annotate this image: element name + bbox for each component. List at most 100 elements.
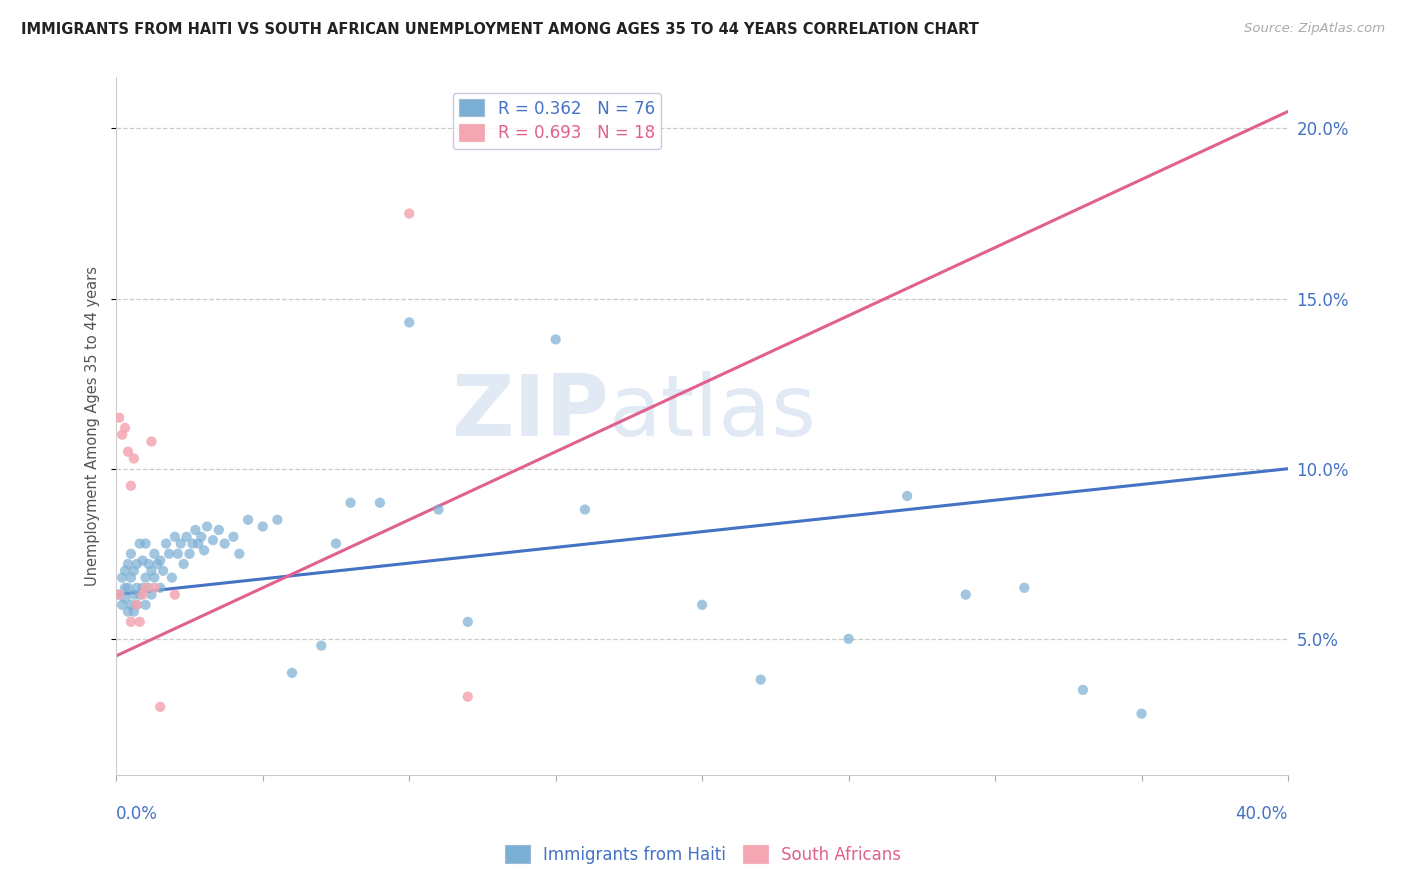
Point: [838, 632, 860, 646]
Point: [427, 502, 450, 516]
Point: [163, 588, 186, 602]
Point: [141, 588, 163, 602]
Point: [111, 427, 134, 442]
Point: [149, 553, 172, 567]
Point: [125, 598, 148, 612]
Point: [111, 598, 134, 612]
Point: [896, 489, 918, 503]
Point: [208, 523, 231, 537]
Point: [128, 588, 150, 602]
Point: [252, 519, 274, 533]
Point: [266, 513, 288, 527]
Text: atlas: atlas: [609, 371, 817, 454]
Point: [146, 557, 169, 571]
Point: [135, 571, 157, 585]
Point: [574, 502, 596, 516]
Point: [184, 523, 207, 537]
Point: [149, 699, 172, 714]
Point: [122, 588, 145, 602]
Point: [138, 557, 160, 571]
Point: [125, 598, 148, 612]
Point: [166, 547, 188, 561]
Point: [114, 591, 136, 605]
Point: [152, 564, 174, 578]
Point: [457, 615, 479, 629]
Point: [131, 553, 153, 567]
Point: [122, 564, 145, 578]
Point: [368, 496, 391, 510]
Point: [114, 564, 136, 578]
Point: [143, 571, 166, 585]
Point: [122, 605, 145, 619]
Point: [143, 581, 166, 595]
Point: [181, 536, 204, 550]
Point: [117, 605, 139, 619]
Point: [236, 513, 259, 527]
Point: [195, 519, 218, 533]
Text: 0.0%: 0.0%: [117, 805, 157, 823]
Point: [155, 536, 177, 550]
Point: [108, 588, 131, 602]
Point: [114, 421, 136, 435]
Point: [193, 543, 215, 558]
Point: [176, 530, 198, 544]
Y-axis label: Unemployment Among Ages 35 to 44 years: Unemployment Among Ages 35 to 44 years: [86, 266, 100, 586]
Point: [111, 571, 134, 585]
Point: [125, 557, 148, 571]
Point: [120, 615, 142, 629]
Point: [339, 496, 361, 510]
Point: [955, 588, 977, 602]
Point: [141, 564, 163, 578]
Point: [135, 536, 157, 550]
Text: 40.0%: 40.0%: [1236, 805, 1288, 823]
Point: [135, 581, 157, 595]
Point: [214, 536, 236, 550]
Point: [1071, 682, 1094, 697]
Point: [179, 547, 201, 561]
Point: [201, 533, 224, 548]
Point: [170, 536, 193, 550]
Point: [114, 581, 136, 595]
Point: [108, 410, 131, 425]
Point: [138, 581, 160, 595]
Point: [457, 690, 479, 704]
Point: [120, 598, 142, 612]
Point: [135, 598, 157, 612]
Legend: R = 0.362   N = 76, R = 0.693   N = 18: R = 0.362 N = 76, R = 0.693 N = 18: [453, 93, 661, 149]
Point: [228, 547, 250, 561]
Point: [120, 479, 142, 493]
Point: [398, 206, 420, 220]
Point: [187, 536, 209, 550]
Text: ZIP: ZIP: [451, 371, 609, 454]
Point: [749, 673, 772, 687]
Point: [163, 530, 186, 544]
Point: [108, 588, 131, 602]
Point: [1014, 581, 1036, 595]
Point: [120, 547, 142, 561]
Legend: Immigrants from Haiti, South Africans: Immigrants from Haiti, South Africans: [498, 838, 908, 871]
Point: [141, 434, 163, 449]
Point: [157, 547, 180, 561]
Point: [311, 639, 333, 653]
Point: [281, 665, 304, 680]
Point: [398, 315, 420, 329]
Point: [160, 571, 183, 585]
Point: [117, 581, 139, 595]
Point: [173, 557, 195, 571]
Point: [222, 530, 245, 544]
Point: [143, 547, 166, 561]
Point: [128, 615, 150, 629]
Point: [690, 598, 713, 612]
Point: [544, 333, 567, 347]
Point: [131, 588, 153, 602]
Text: IMMIGRANTS FROM HAITI VS SOUTH AFRICAN UNEMPLOYMENT AMONG AGES 35 TO 44 YEARS CO: IMMIGRANTS FROM HAITI VS SOUTH AFRICAN U…: [21, 22, 979, 37]
Point: [117, 444, 139, 458]
Point: [149, 581, 172, 595]
Point: [190, 530, 212, 544]
Point: [125, 581, 148, 595]
Point: [128, 536, 150, 550]
Point: [120, 571, 142, 585]
Point: [131, 581, 153, 595]
Point: [117, 557, 139, 571]
Point: [1130, 706, 1153, 721]
